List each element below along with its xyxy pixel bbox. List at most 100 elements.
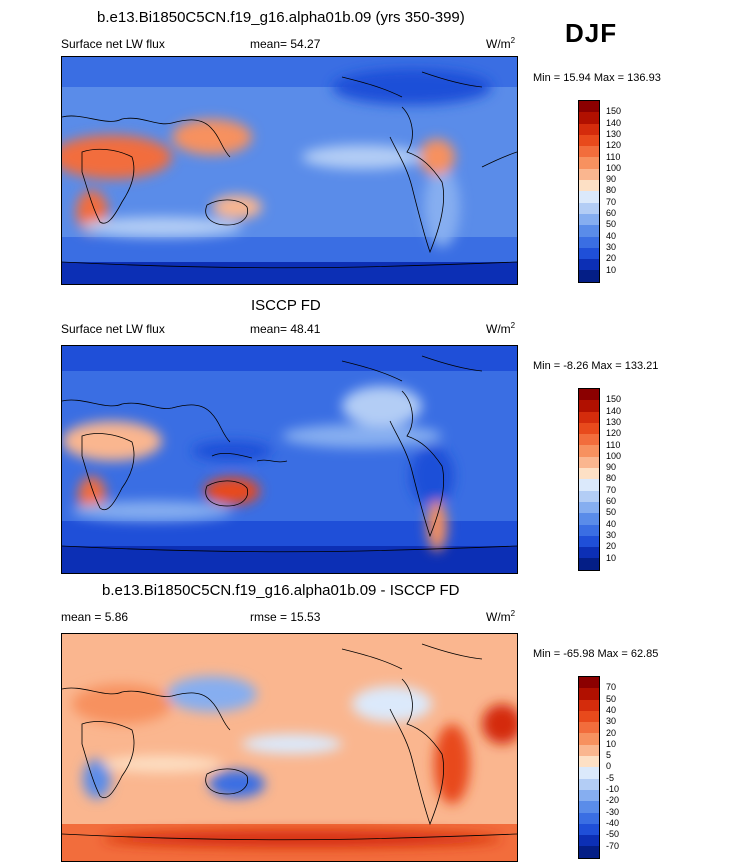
colorbar-label: 40 (606, 704, 617, 715)
colorbar-label: -30 (606, 806, 620, 817)
colorbar-label: 30 (606, 241, 617, 252)
colorbar-swatch (579, 168, 599, 181)
colorbar-label: 40 (606, 230, 617, 241)
colorbar-label: -50 (606, 829, 620, 840)
colorbar-label: 10 (606, 738, 617, 749)
colorbar-swatch (579, 134, 599, 147)
colorbar-label: 30 (606, 716, 617, 727)
colorbar-swatch (579, 733, 599, 745)
colorbar-swatch (579, 191, 599, 203)
colorbar-swatch (579, 789, 599, 802)
colorbar-swatch (579, 778, 599, 790)
colorbar-swatch (579, 846, 599, 858)
colorbar-label: 0 (606, 761, 612, 772)
panel-2-title: ISCCP FD (251, 297, 321, 314)
colorbar-label: 20 (606, 253, 617, 264)
panel-1-units: W/m2 (486, 36, 516, 52)
colorbar-label: 20 (606, 541, 617, 552)
season-label: DJF (565, 18, 618, 48)
colorbar-swatch (579, 180, 599, 192)
colorbar-swatch (579, 722, 599, 734)
panel-3-mean-label: mean = 5.86 (61, 610, 129, 624)
colorbar-swatch (579, 445, 599, 457)
colorbar-swatch (579, 389, 599, 401)
colorbar-label: 120 (606, 428, 622, 439)
colorbar-swatch (579, 101, 599, 113)
colorbar-label: 40 (606, 518, 617, 529)
panel-3-title: b.e13.Bi1850C5CN.f19_g16.alpha01b.09 - I… (102, 582, 460, 599)
colorbar-swatch (579, 479, 599, 491)
colorbar-swatch (579, 535, 599, 548)
colorbar-swatch (579, 835, 599, 847)
panel-2-units: W/m2 (486, 321, 516, 337)
colorbar-label: 50 (606, 693, 617, 704)
colorbar-label: 120 (606, 140, 622, 151)
colorbar-label: 50 (606, 219, 617, 230)
panel-2-mean-label: mean= 48.41 (250, 322, 321, 336)
colorbar-label: 10 (606, 264, 617, 275)
colorbar-swatch (579, 823, 599, 836)
colorbar-swatch (579, 236, 599, 248)
colorbar-label: 5 (606, 750, 612, 761)
panel-3-colorbar (578, 676, 600, 859)
colorbar-swatch (579, 767, 599, 779)
colorbar-label: 60 (606, 496, 617, 506)
panel-1-min-max: Min = 15.94 Max = 136.93 (533, 72, 661, 84)
colorbar-swatch (579, 501, 599, 514)
colorbar-swatch (579, 524, 599, 536)
colorbar-label: 70 (606, 484, 617, 495)
panel-3-rmse-label: rmse = 15.53 (250, 610, 321, 624)
colorbar-swatch (579, 112, 599, 124)
panel-3-map (61, 633, 518, 862)
colorbar-swatch (579, 677, 599, 689)
colorbar-swatch (579, 801, 599, 813)
colorbar-label: 140 (606, 117, 622, 128)
colorbar-label: 130 (606, 416, 622, 427)
colorbar-swatch (579, 213, 599, 226)
colorbar-label: 100 (606, 450, 622, 461)
colorbar-swatch (579, 411, 599, 423)
colorbar-label: -10 (606, 784, 620, 794)
colorbar-label: 130 (606, 128, 622, 139)
colorbar-swatch (579, 744, 599, 757)
colorbar-swatch (579, 688, 599, 700)
panel-2-min-max: Min = -8.26 Max = 133.21 (533, 360, 659, 372)
panel-1-title: b.e13.Bi1850C5CN.f19_g16.alpha01b.09 (yr… (97, 9, 465, 26)
panel-2-colorbar (578, 388, 600, 571)
colorbar-label: 70 (606, 682, 617, 693)
panel-1-mean-label: mean= 54.27 (250, 37, 321, 51)
colorbar-swatch (579, 225, 599, 237)
colorbar-swatch (579, 490, 599, 502)
colorbar-swatch (579, 259, 599, 271)
colorbar-label: 140 (606, 405, 622, 416)
colorbar-swatch (579, 456, 599, 469)
colorbar-swatch (579, 699, 599, 711)
panel-1-colorbar (578, 100, 600, 283)
colorbar-label: 80 (606, 185, 617, 196)
colorbar-label: 90 (606, 462, 617, 473)
colorbar-label: 150 (606, 106, 622, 117)
panel-3-min-max: Min = -65.98 Max = 62.85 (533, 648, 659, 660)
colorbar-swatch (579, 812, 599, 824)
colorbar-swatch (579, 202, 599, 214)
panel-1-variable-label: Surface net LW flux (61, 37, 165, 51)
colorbar-swatch (579, 558, 599, 570)
colorbar-swatch (579, 400, 599, 412)
colorbar-label: 90 (606, 174, 617, 185)
colorbar-swatch (579, 547, 599, 559)
colorbar-label: 100 (606, 162, 622, 173)
colorbar-swatch (579, 422, 599, 435)
colorbar-label: 150 (606, 394, 622, 405)
colorbar-swatch (579, 270, 599, 282)
colorbar-swatch (579, 434, 599, 446)
colorbar-swatch (579, 513, 599, 525)
colorbar-label: 10 (606, 552, 617, 563)
colorbar-label: -40 (606, 817, 620, 828)
colorbar-label: 50 (606, 507, 617, 518)
colorbar-label: 80 (606, 473, 617, 484)
colorbar-label: -20 (606, 795, 620, 806)
colorbar-swatch (579, 123, 599, 135)
colorbar-swatch (579, 157, 599, 169)
colorbar-swatch (579, 146, 599, 158)
colorbar-label: 60 (606, 208, 617, 218)
